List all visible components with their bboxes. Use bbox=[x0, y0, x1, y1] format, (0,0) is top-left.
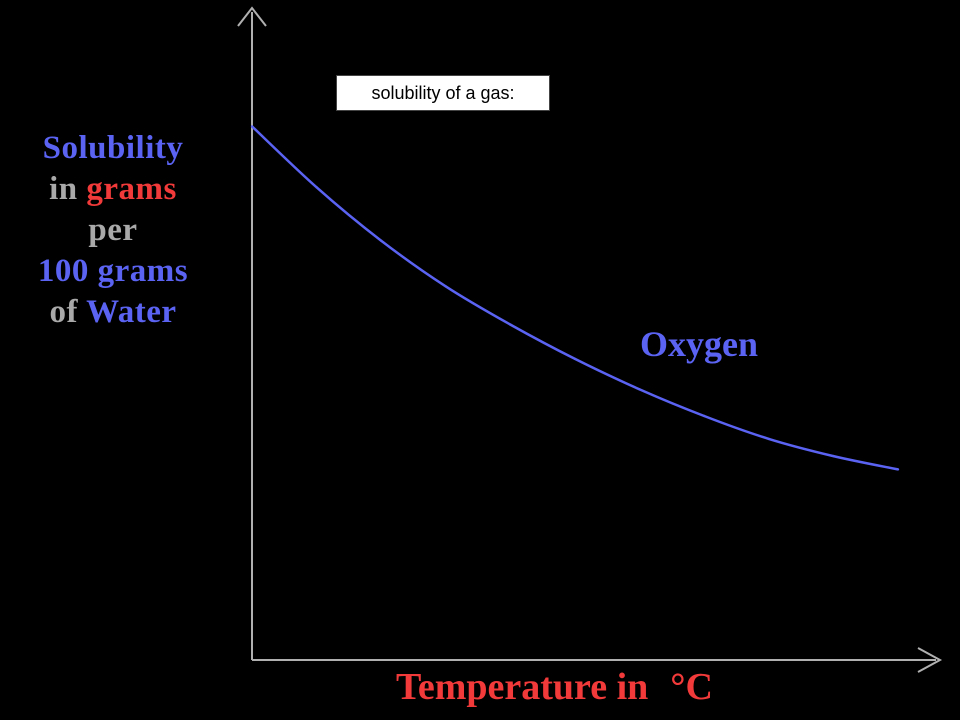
y-axis-label-segment: grams bbox=[86, 171, 177, 207]
y-axis-label-line: Solubility bbox=[2, 128, 224, 169]
data-point bbox=[250, 125, 254, 128]
x-axis-arrowhead-icon bbox=[917, 647, 943, 673]
data-point bbox=[767, 437, 770, 441]
series-line-oxygen bbox=[251, 125, 899, 471]
x-axis-label: Temperature in °C bbox=[396, 665, 713, 709]
y-axis-label-line: per bbox=[2, 210, 224, 251]
data-point bbox=[573, 357, 577, 361]
y-axis-label-segment: Water bbox=[86, 294, 177, 330]
y-axis-label: Solubility in grams per 100 grams of Water bbox=[2, 128, 224, 333]
y-axis-label-line: in grams bbox=[2, 169, 224, 210]
data-point bbox=[315, 186, 318, 189]
data-point bbox=[380, 239, 383, 242]
y-axis-label-segment: 100 grams bbox=[37, 253, 189, 289]
series-layer bbox=[250, 125, 900, 471]
y-axis-label-line: of Water bbox=[2, 292, 224, 333]
callout-box: solubility of a gas: bbox=[336, 75, 550, 111]
data-point bbox=[832, 454, 835, 458]
y-axis-label-line: 100 grams bbox=[2, 251, 224, 292]
data-point bbox=[638, 388, 641, 391]
x-axis-label-unit: °C bbox=[670, 666, 713, 708]
y-axis-label-segment: of bbox=[49, 294, 87, 330]
y-axis-label-segment: in bbox=[49, 171, 87, 207]
data-point bbox=[509, 323, 512, 326]
series-label-oxygen: Oxygen bbox=[640, 324, 759, 364]
data-point bbox=[444, 285, 447, 288]
y-axis-label-segment: per bbox=[88, 212, 138, 248]
data-point bbox=[703, 414, 706, 418]
x-axis-label-main: Temperature in bbox=[396, 666, 649, 708]
y-axis-arrowhead-icon bbox=[237, 6, 267, 27]
data-point bbox=[896, 468, 900, 471]
axes bbox=[237, 6, 943, 673]
y-axis-label-segment: Solubility bbox=[42, 130, 184, 166]
